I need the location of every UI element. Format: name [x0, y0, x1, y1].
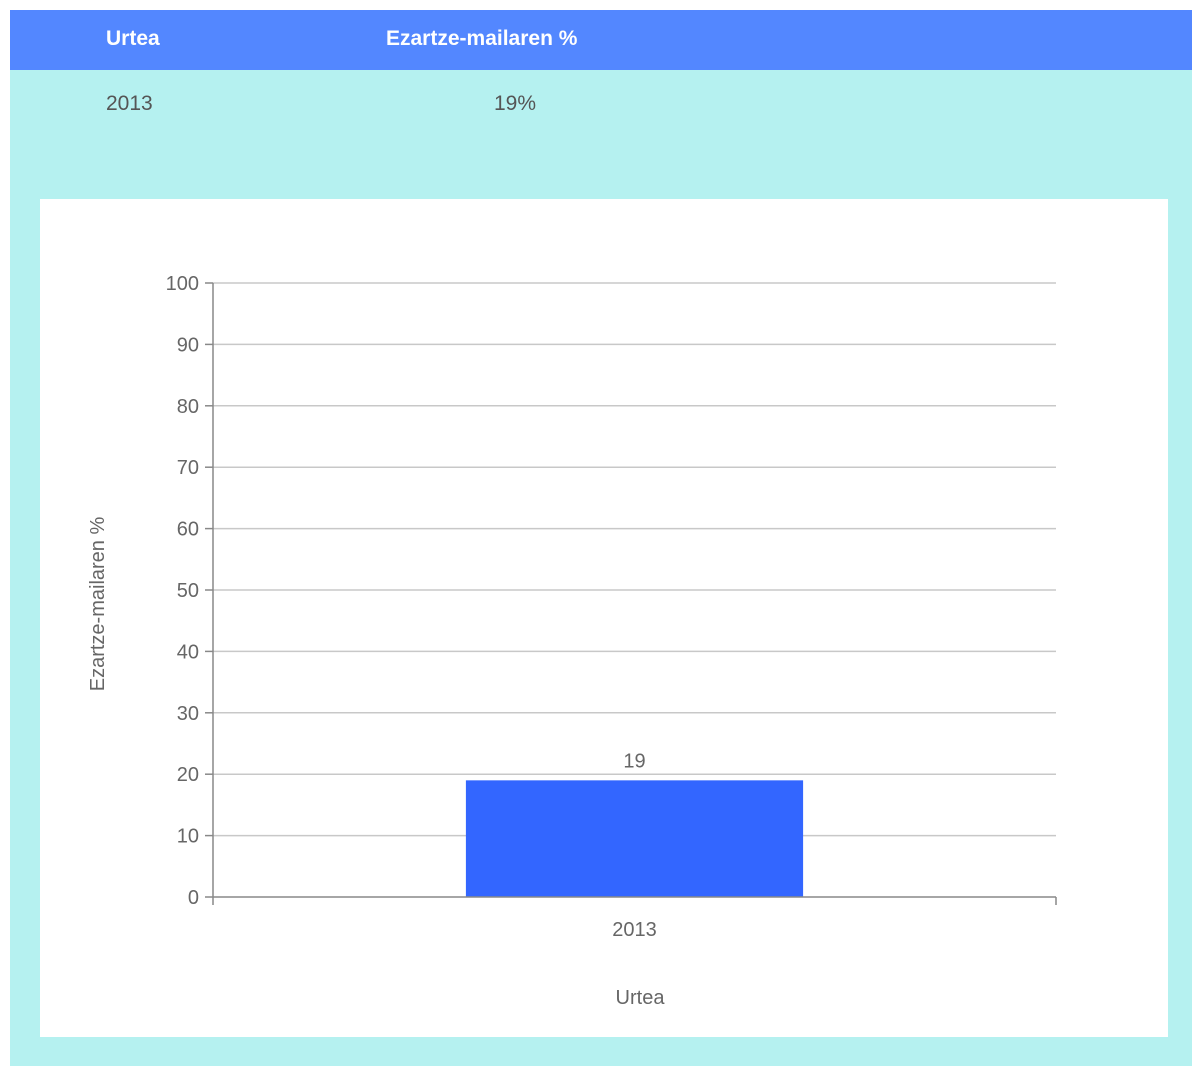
x-tick-label: 2013: [612, 919, 657, 941]
chart-card: 0 10 20 30 40 50 60 70 80 90 100 19 2013 Urtea Ezart…: [40, 199, 1168, 1037]
y-tick-label: 10: [177, 826, 199, 848]
header-percent: Ezartze-mailaren %: [386, 27, 578, 50]
bar-chart: 0 10 20 30 40 50 60 70 80 90 100 19 2013 Urtea Ezart…: [87, 273, 1057, 1009]
content-panel: Urtea Ezartze-mailaren % 2013 19% 0 10 20 3…: [10, 10, 1192, 1066]
y-tick-label: 90: [177, 334, 199, 356]
axis-layer: [205, 282, 1057, 905]
x-axis-title: Urtea: [616, 987, 666, 1009]
bar-layer: [465, 780, 804, 897]
table-row: 2013 19%: [10, 70, 1192, 130]
table-header: Urtea Ezartze-mailaren %: [10, 10, 1192, 70]
y-axis-title: Ezartze-mailaren %: [87, 517, 109, 692]
label-layer: 0 10 20 30 40 50 60 70 80 90 100 19 2013: [166, 273, 657, 941]
cell-year: 2013: [106, 92, 153, 115]
y-tick-label: 50: [177, 580, 199, 602]
y-tick-label: 40: [177, 641, 199, 663]
y-tick-label: 100: [166, 273, 199, 295]
y-tick-label: 30: [177, 703, 199, 725]
y-tick-label: 20: [177, 764, 199, 786]
y-tick-label: 60: [177, 519, 199, 541]
header-year: Urtea: [106, 27, 160, 50]
y-tick-label: 0: [188, 887, 199, 909]
grid-layer: [213, 282, 1056, 837]
cell-percent: 19%: [494, 92, 537, 115]
y-tick-label: 80: [177, 396, 199, 418]
data-label: 19: [623, 750, 645, 772]
bar-2013: [465, 780, 804, 897]
y-tick-label: 70: [177, 457, 199, 479]
